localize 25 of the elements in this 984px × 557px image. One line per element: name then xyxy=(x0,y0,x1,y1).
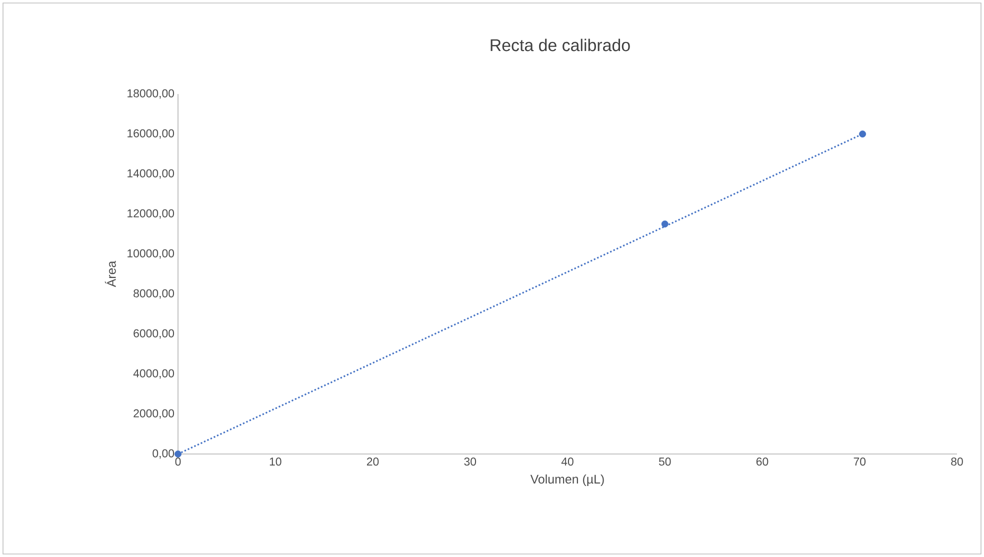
x-tick-label: 20 xyxy=(366,458,379,466)
point xyxy=(174,450,182,458)
y-tick-label: 8000,00 xyxy=(134,289,174,299)
x-axis-title: Volumen (µL) xyxy=(530,474,604,486)
x-tick-label: 30 xyxy=(464,458,476,466)
y-tick-label: 4000,00 xyxy=(133,369,174,379)
chart-title: Recta de calibrado xyxy=(490,38,630,52)
y-tick-label: 0,00 xyxy=(152,449,174,459)
x-tick-label: 10 xyxy=(270,458,282,466)
y-tick-label: 10000,00 xyxy=(128,249,174,259)
y-tick-label: 16000,00 xyxy=(128,129,174,139)
point xyxy=(661,220,668,228)
x-tick-label: 60 xyxy=(756,458,768,466)
x-tick-label: 80 xyxy=(951,458,963,466)
point xyxy=(859,130,866,138)
x-tick-label: 50 xyxy=(658,458,671,466)
x-tick-label: 40 xyxy=(561,458,574,466)
y-axis-title: Área xyxy=(104,260,116,288)
y-tick-label: 14000,00 xyxy=(128,169,174,179)
x-tick-label: 70 xyxy=(854,458,866,466)
y-tick-label: 12000,00 xyxy=(128,209,174,219)
y-tick-label: 2000,00 xyxy=(134,409,174,419)
y-tick-label: 18000,00 xyxy=(128,89,174,99)
y-tick-label: 6000,00 xyxy=(134,329,174,339)
x-tick-label: 0 xyxy=(175,458,181,466)
